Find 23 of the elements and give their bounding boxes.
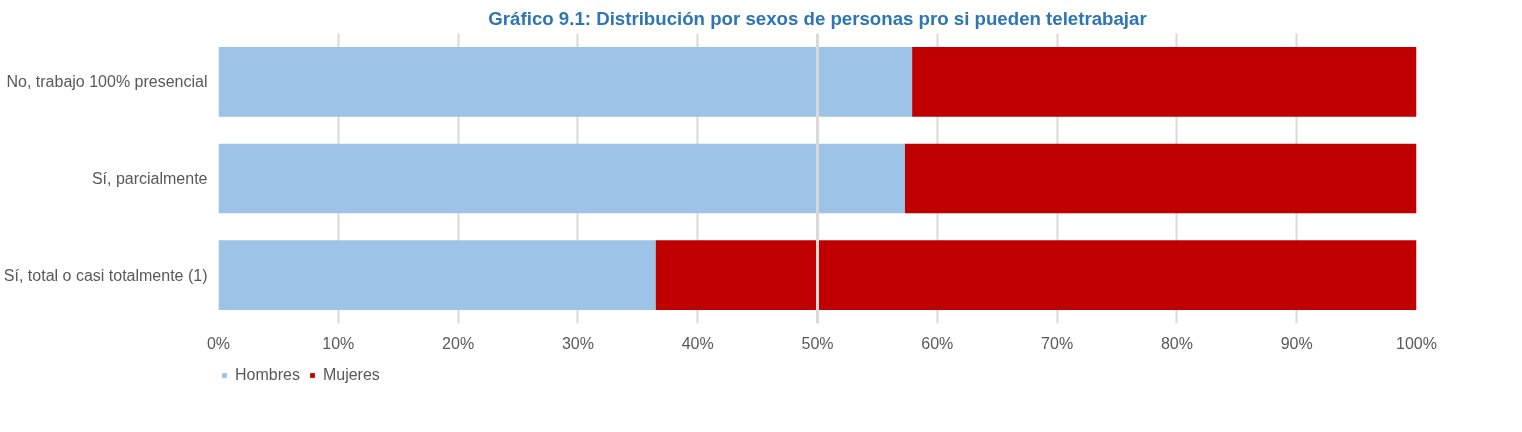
y-tick-label: Sí, parcialmente bbox=[91, 170, 208, 187]
bar bbox=[218, 47, 913, 117]
x-tick-label: 80% bbox=[1160, 334, 1193, 352]
x-tick-label: 10% bbox=[322, 334, 355, 352]
x-tick-label: 100% bbox=[1396, 334, 1437, 352]
x-tick-label: 50% bbox=[801, 334, 834, 352]
y-tick-label: No, trabajo 100% presencial bbox=[6, 73, 208, 91]
x-tick-label: 40% bbox=[681, 334, 714, 352]
legend-label: Hombres bbox=[235, 366, 300, 384]
bar bbox=[218, 240, 656, 310]
x-tick-label: 30% bbox=[561, 334, 594, 352]
bar bbox=[904, 143, 1417, 214]
x-tick-label: 90% bbox=[1280, 334, 1313, 352]
bar bbox=[218, 143, 905, 214]
bar bbox=[912, 47, 1417, 117]
legend-label: Mujeres bbox=[322, 366, 380, 384]
x-tick-label: 60% bbox=[921, 334, 954, 352]
x-tick-label: 70% bbox=[1041, 334, 1074, 352]
chart-title: Gráfico 9.1: Distribución por sexos de personas pro si pueden teletrabajar bbox=[488, 7, 1147, 29]
y-tick-label: Sí, total o casi totalmente (1) bbox=[3, 266, 208, 284]
bar bbox=[655, 240, 1417, 310]
x-tick-label: 20% bbox=[442, 334, 475, 352]
x-tick-label: 0% bbox=[206, 334, 231, 352]
